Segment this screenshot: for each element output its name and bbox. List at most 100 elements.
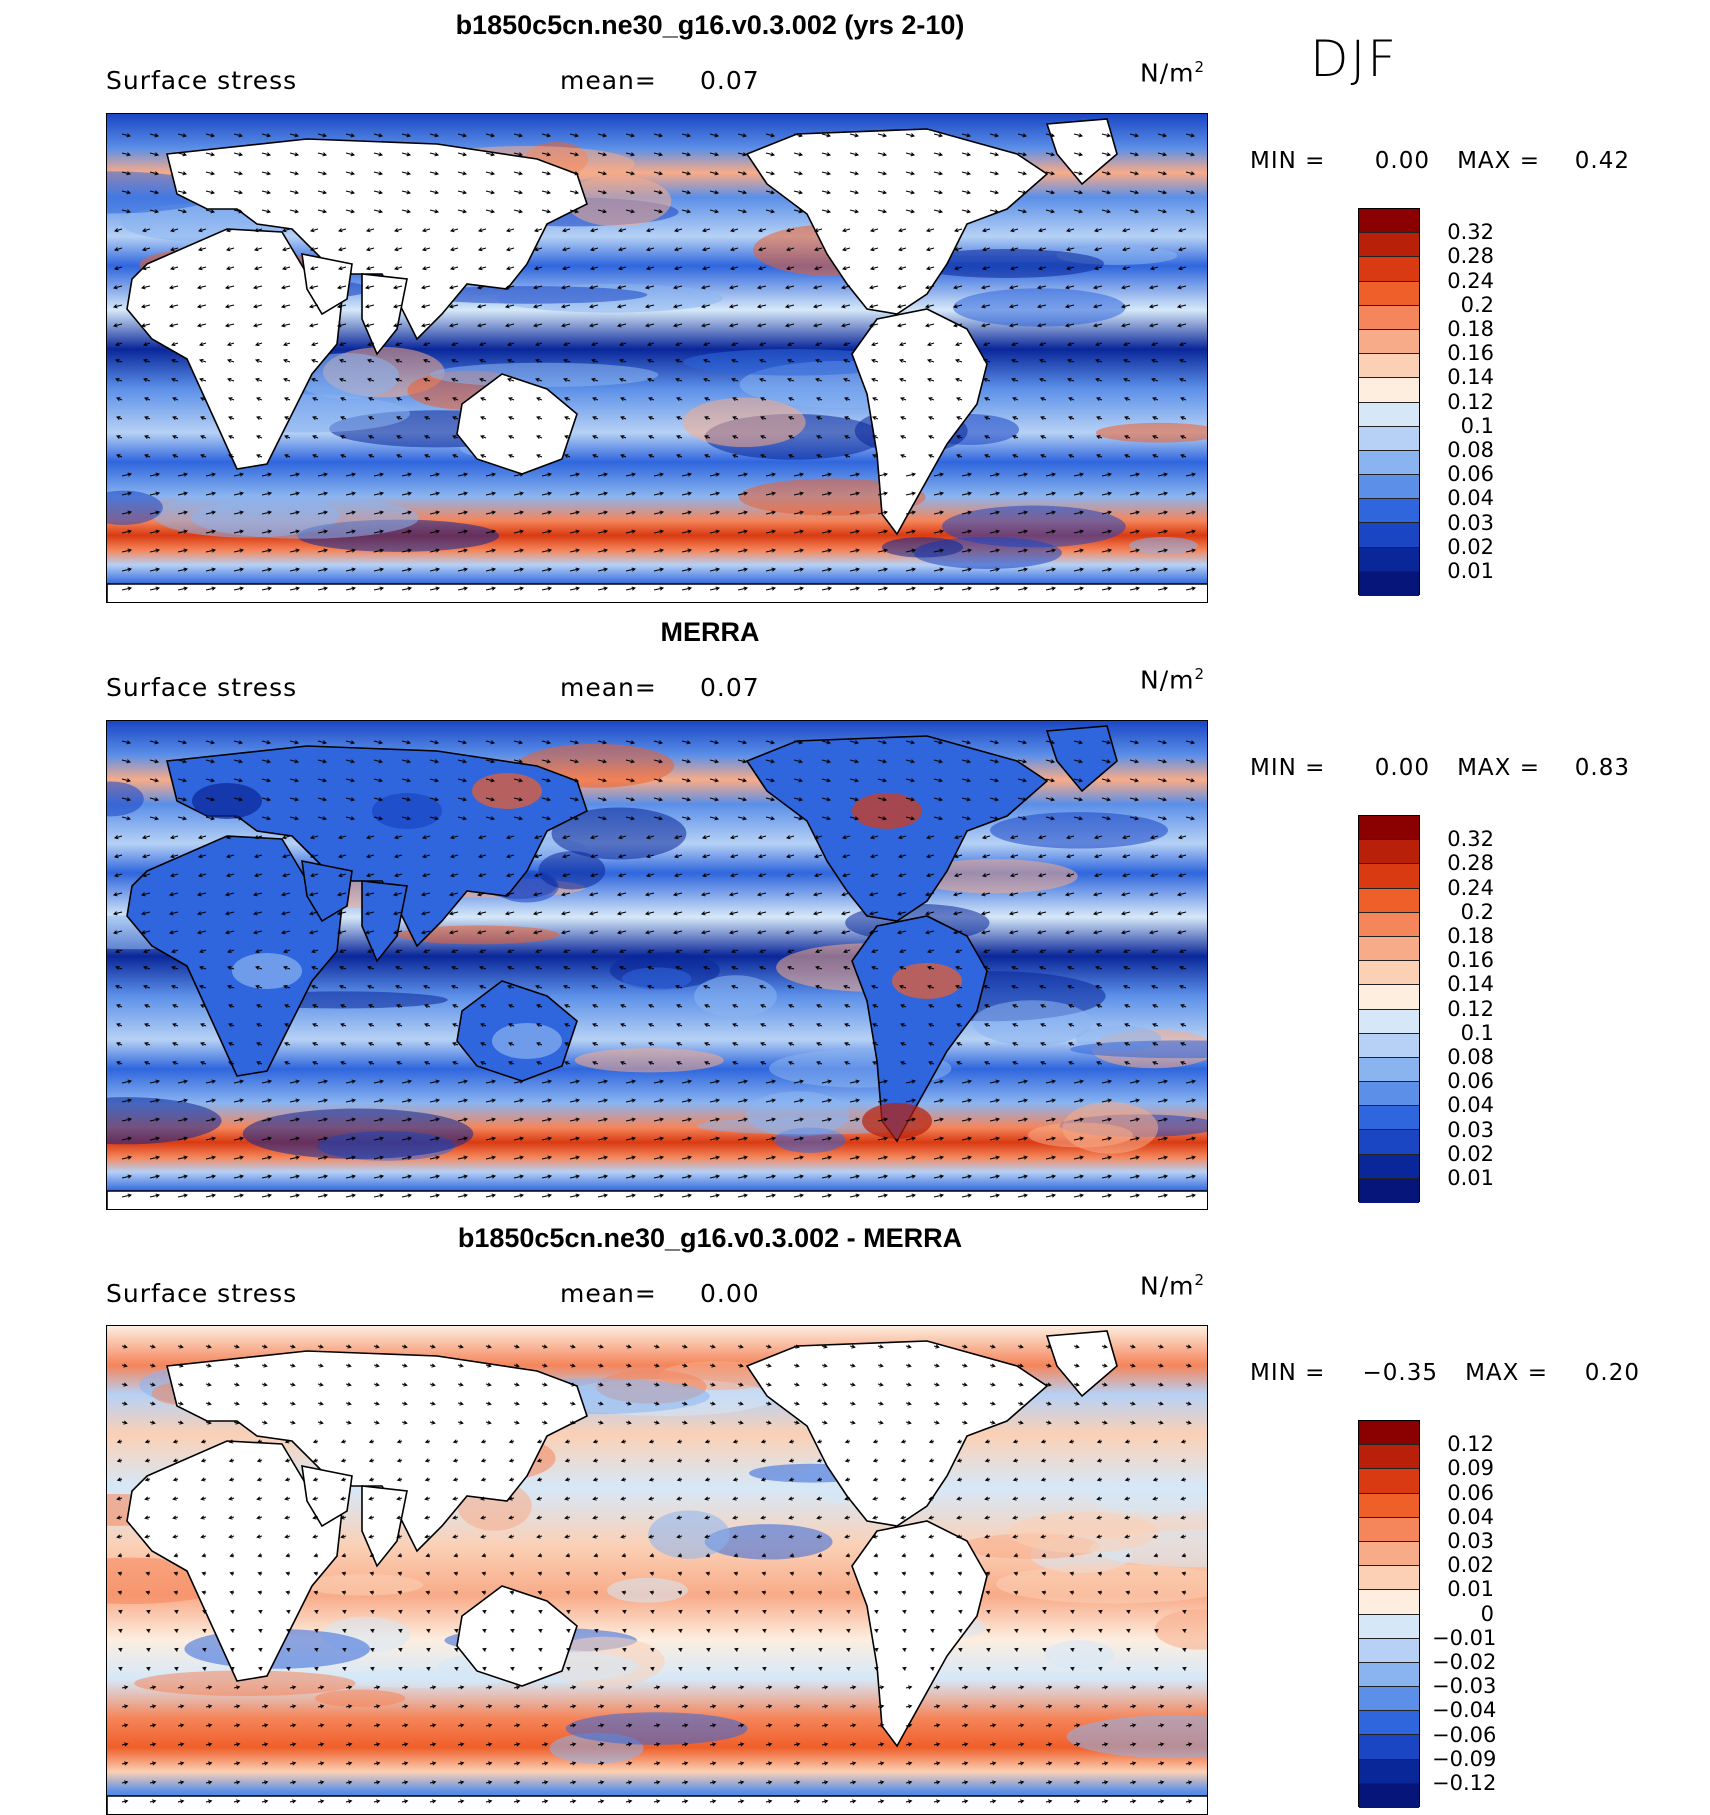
- colorbar-swatch: [1359, 1590, 1419, 1615]
- colorbar-tick-label: 0.12: [1447, 389, 1494, 414]
- colorbar-swatch: [1359, 1735, 1419, 1760]
- max-value: 0.42: [1574, 148, 1630, 174]
- colorbar-tick-label: 0.14: [1447, 365, 1494, 390]
- map-merra: [106, 720, 1208, 1210]
- colorbar-swatch: [1359, 305, 1419, 330]
- colorbar-swatch: [1359, 547, 1419, 572]
- colorbar-swatch: [1359, 816, 1419, 841]
- colorbar-swatch: [1359, 1178, 1419, 1203]
- max-label: MAX =: [1457, 148, 1540, 174]
- colorbar-tick-label: 0.01: [1447, 559, 1494, 583]
- colorbar-swatch: [1359, 864, 1419, 889]
- colorbar-tick-label: 0.1: [1460, 1020, 1494, 1045]
- mean-value: 0.07: [700, 673, 760, 702]
- colorbar-swatch: [1359, 523, 1419, 548]
- colorbar-tick-label: 0.1: [1460, 413, 1494, 438]
- colorbar-swatch: [1359, 1638, 1419, 1663]
- colorbar-tick-label: −0.02: [1432, 1650, 1497, 1674]
- colorbar-swatch: [1359, 1130, 1419, 1155]
- mean-value: 0.00: [700, 1279, 760, 1308]
- colorbar-tick-label: −0.06: [1432, 1722, 1497, 1747]
- colorbar-tick-label: 0.01: [1447, 1166, 1494, 1190]
- colorbar-swatch: [1359, 1614, 1419, 1639]
- colorbar-tick-label: 0.2: [1460, 292, 1494, 317]
- colorbar-swatch: [1359, 1009, 1419, 1034]
- colorbar-swatch: [1359, 354, 1419, 379]
- map-svg: [107, 1326, 1207, 1814]
- mean-value: 0.07: [700, 66, 760, 95]
- panel-title: b1850c5cn.ne30_g16.v0.3.002 - MERRA: [457, 1223, 963, 1253]
- colorbar-swatch: [1359, 1687, 1419, 1712]
- colorbar-swatch: [1359, 209, 1419, 234]
- units-text: N/m: [1140, 1271, 1195, 1301]
- colorbar-swatch: [1359, 1783, 1419, 1808]
- colorbar-swatch: [1359, 499, 1419, 524]
- units-label: N/m2: [1140, 58, 1205, 87]
- colorbar-swatch: [1359, 1445, 1419, 1470]
- map-difference: [106, 1325, 1208, 1815]
- colorbar-tick-label: 0.18: [1447, 924, 1494, 948]
- colorbar-tick-label: 0.03: [1447, 1117, 1494, 1142]
- colorbar-swatch: [1359, 961, 1419, 986]
- units-label: N/m2: [1140, 665, 1205, 694]
- map-svg: [107, 114, 1207, 602]
- map-model: [106, 113, 1208, 603]
- colorbar-tick-label: 0.01: [1447, 1577, 1494, 1602]
- colorbar-swatch: [1359, 233, 1419, 258]
- colorbar-tick-label: 0.02: [1447, 1553, 1494, 1578]
- colorbar-tick-label: 0.32: [1447, 220, 1494, 245]
- colorbar-tick-label: −0.09: [1432, 1746, 1497, 1771]
- variable-label: Surface stress: [106, 1279, 298, 1308]
- mean-label: mean=: [560, 673, 657, 702]
- colorbar-swatch: [1359, 378, 1419, 403]
- colorbar-tick-label: 0.02: [1447, 534, 1494, 559]
- colorbar: [1358, 208, 1420, 596]
- colorbar-swatch: [1359, 1421, 1419, 1446]
- colorbar-swatch: [1359, 1759, 1419, 1784]
- colorbar-tick-label: 0.04: [1447, 486, 1494, 511]
- colorbar-tick-label: −0.01: [1432, 1625, 1497, 1650]
- variable-label: Surface stress: [106, 66, 298, 95]
- min-label: MIN =: [1250, 1360, 1326, 1386]
- colorbar-tick-label: 0.28: [1447, 244, 1494, 269]
- colorbar-swatch: [1359, 1154, 1419, 1179]
- colorbar: [1358, 1420, 1420, 1808]
- colorbar-swatch: [1359, 1662, 1419, 1688]
- colorbar-swatch: [1359, 1711, 1419, 1736]
- colorbar: [1358, 815, 1420, 1203]
- colorbar-tick-label: −0.04: [1432, 1698, 1497, 1723]
- colorbar-tick-label: 0: [1480, 1601, 1494, 1626]
- max-value: 0.83: [1574, 755, 1630, 781]
- colorbar-swatch: [1359, 1033, 1419, 1058]
- colorbar-swatch: [1359, 1057, 1419, 1083]
- colorbar-tick-label: 0.09: [1447, 1456, 1494, 1481]
- colorbar-tick-label: 0.06: [1447, 1069, 1494, 1094]
- colorbar-swatch: [1359, 1517, 1419, 1542]
- colorbar-tick-label: 0.12: [1447, 1432, 1494, 1457]
- colorbar-swatch: [1359, 1541, 1419, 1567]
- colorbar-tick-label: 0.06: [1447, 1480, 1494, 1505]
- mean-label: mean=: [560, 66, 657, 95]
- colorbar-tick-label: 0.14: [1447, 972, 1494, 997]
- colorbar-tick-label: 0.08: [1447, 1045, 1494, 1069]
- units-exponent: 2: [1194, 1271, 1206, 1289]
- colorbar-tick-label: 0.24: [1447, 875, 1494, 900]
- colorbar-swatch: [1359, 329, 1419, 355]
- colorbar-tick-label: −0.12: [1432, 1771, 1497, 1795]
- variable-label: Surface stress: [106, 673, 298, 702]
- mean-label: mean=: [560, 1279, 657, 1308]
- min-value: −0.35: [1362, 1360, 1438, 1386]
- colorbar-tick-label: 0.03: [1447, 510, 1494, 535]
- colorbar-swatch: [1359, 888, 1419, 913]
- colorbar-swatch: [1359, 281, 1419, 306]
- colorbar-tick-label: 0.16: [1447, 948, 1494, 973]
- units-exponent: 2: [1194, 58, 1206, 76]
- colorbar-tick-label: 0.2: [1460, 899, 1494, 924]
- units-text: N/m: [1140, 58, 1195, 88]
- colorbar-swatch: [1359, 450, 1419, 476]
- map-svg: [107, 721, 1207, 1209]
- colorbar-swatch: [1359, 985, 1419, 1010]
- min-label: MIN =: [1250, 755, 1326, 781]
- colorbar-tick-label: 0.28: [1447, 851, 1494, 876]
- min-label: MIN =: [1250, 148, 1326, 174]
